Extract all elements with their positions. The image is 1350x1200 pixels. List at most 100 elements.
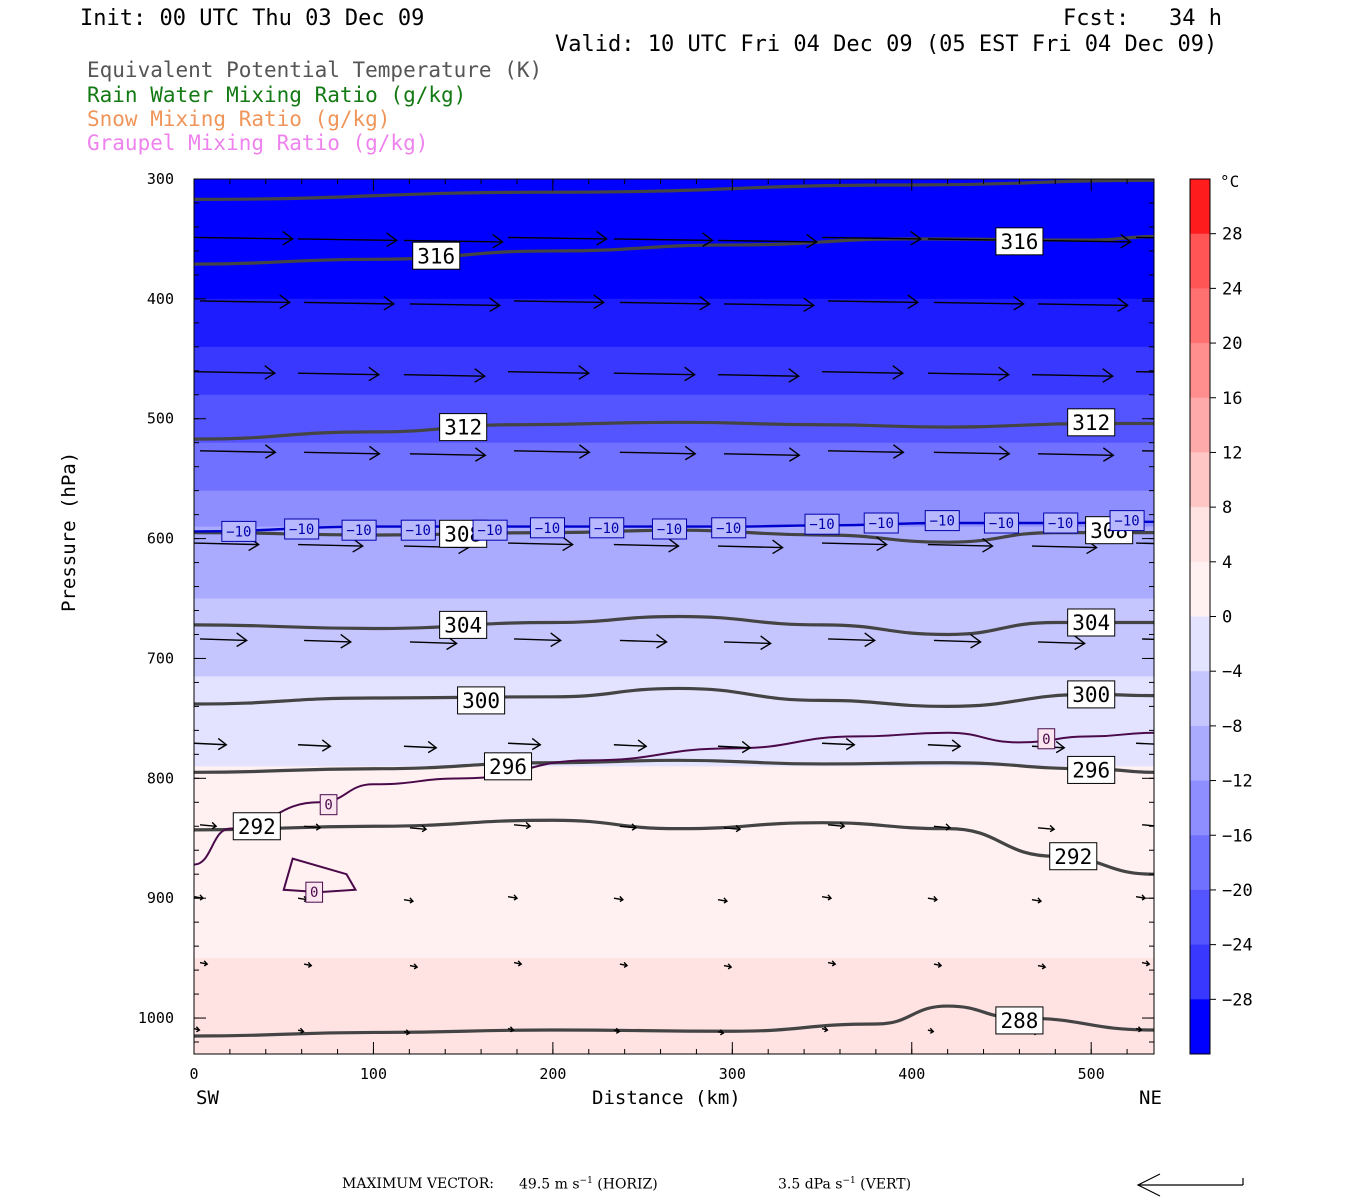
wind-vector [613,895,624,903]
wind-vector-head [684,445,697,461]
isotherm-minus10-label-text: −10 [477,523,502,539]
isotherm-minus10-label-text: −10 [226,524,251,540]
colorbar-tick-label: −16 [1222,826,1253,846]
wind-vector [1135,1026,1143,1033]
wind-vector-shaft [613,897,623,901]
temperature-band [194,772,1154,779]
wind-vector-head [827,894,833,901]
isotherm-minus10-label-text: −10 [716,521,741,537]
wind-vector [507,894,519,901]
wind-vector-shaft [723,453,800,456]
temperature-band [194,580,1154,588]
colorbar-tick-label: 12 [1222,443,1242,463]
colorbar-tick-label: −20 [1222,881,1253,901]
isotherm-minus10-label-box [589,517,625,539]
wind-vector [507,1026,515,1033]
wind-vector [821,1026,829,1033]
temperature-band [194,856,1154,863]
theta-e-contour-292 [194,818,1154,876]
wind-vector-head [735,824,742,833]
isotherm-minus10-label-text: −10 [1048,516,1073,532]
wind-vector-head [831,960,837,967]
isotherm-minus10-label-box [472,519,508,541]
temperature-band [194,946,1154,953]
temperature-band [194,598,1154,606]
wind-vector-head [1117,297,1129,313]
wind-vector-head [383,295,396,311]
y-tick-label: 1000 [138,1009,174,1027]
wind-vector-shaft [304,451,380,455]
legend-theta-e: Equivalent Potential Temperature (K) [87,58,543,82]
colorbar-tick-label: 0 [1222,608,1232,628]
wind-vector-shaft [619,301,710,305]
wind-vector-shaft [507,742,541,746]
isotherm-minus10-label-text: −10 [930,514,955,530]
wind-vector-head [788,368,800,383]
wind-vector-head [892,444,905,459]
plot-frame [193,178,1155,1055]
wind-vector-shaft [403,373,485,377]
theta-e-label-300-text: 300 [1072,683,1110,707]
y-tick-label: 600 [147,530,174,548]
theta-e-label-296-text: 296 [489,755,527,779]
temperature-band [194,652,1154,660]
y-tick-label: 500 [147,410,174,428]
colorbar-bin [1190,835,1210,891]
wind-vector [822,536,888,552]
temperature-band [194,478,1154,486]
legend-rain: Rain Water Mixing Ratio (g/kg) [87,83,467,107]
temperature-band [194,364,1154,372]
wind-vector-shaft [717,745,751,749]
isotherm-zero-label-box [1037,728,1056,750]
colorbar-tick-label: −8 [1222,717,1242,737]
wind-vector-shaft [927,543,993,547]
wind-vector-head [1049,824,1056,833]
temperature-band [194,814,1154,821]
wind-vector-head [513,894,519,901]
temperature-band [194,292,1154,300]
wind-vector-shaft [199,300,290,304]
wind-vector [1136,742,1154,745]
temperature-band [194,574,1154,582]
wind-vector-head [699,295,711,311]
theta-e-label-312: 312 [439,413,488,442]
isotherm-minus10-label-box [341,519,377,541]
temperature-band [194,964,1154,971]
wind-vector-head [907,294,920,310]
wind-vector-shaft [1037,303,1128,307]
isotherm-minus10-label-text: −10 [406,523,431,539]
isotherm-zero-label: 0 [305,881,324,903]
wind-vector-shaft [194,370,275,374]
temperature-band [194,208,1154,216]
wind-vector [514,294,605,310]
x-tick-label: 300 [719,1065,746,1083]
temperature-band [194,304,1154,312]
wind-vector-shaft [513,638,561,642]
temperature-band [194,250,1154,258]
isotherm-zero-label-box [319,794,338,816]
temperature-band [194,958,1154,965]
temperature-band [194,442,1154,450]
wind-vector-shaft [194,542,259,546]
isotherm-minus10-label-box [1109,510,1145,532]
wind-vector [827,960,837,967]
temperature-band [194,592,1154,600]
wind-vector [1031,897,1043,904]
wind-vector-head [864,632,876,648]
wind-vector-shaft [717,239,817,243]
temperature-band [194,562,1154,570]
wind-vector-head [307,961,313,969]
colorbar-tick-label: −24 [1222,936,1253,956]
wind-vector [723,635,772,651]
isotherm-minus10-label-box [983,512,1019,534]
x-tick-label: 200 [539,1065,566,1083]
wind-vector [933,295,1025,311]
wind-vector [1037,297,1129,313]
wind-vector-head [368,366,381,382]
wind-vector-shaft [199,824,217,827]
wind-vector [513,960,523,967]
wind-vector-shaft [1031,545,1097,549]
temperature-band [194,436,1154,444]
temperature-band [194,382,1154,390]
wind-vector-head [1179,633,1189,647]
